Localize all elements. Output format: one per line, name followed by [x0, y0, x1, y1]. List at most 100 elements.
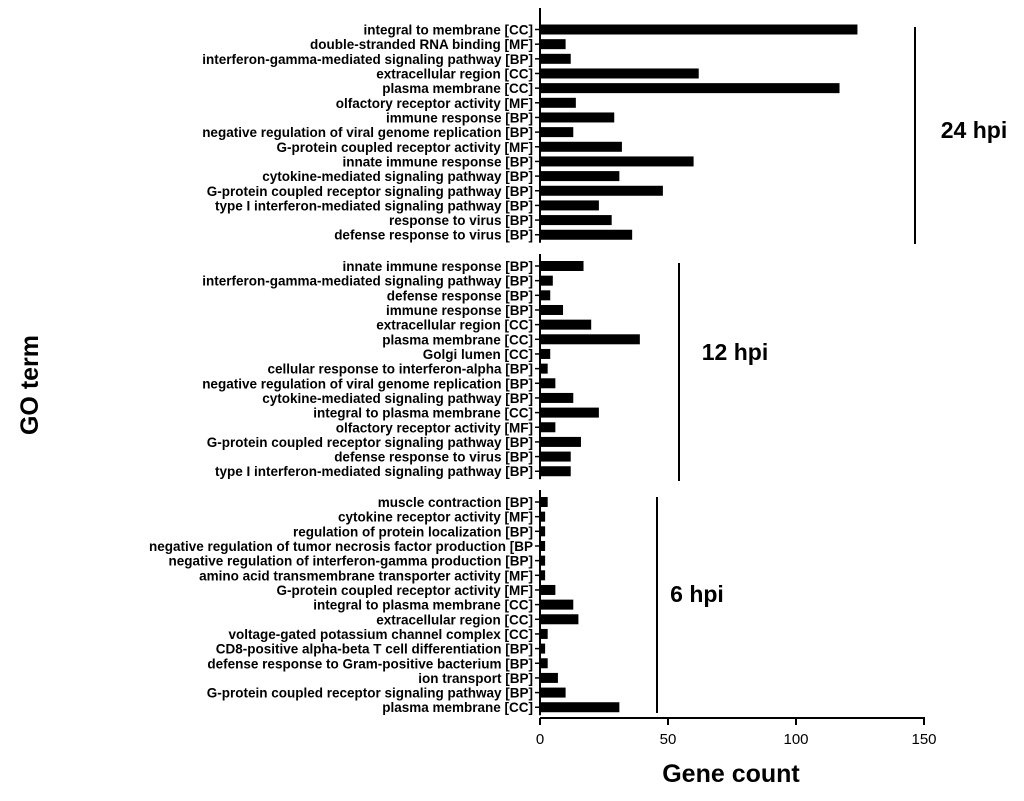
category-label: defense response to virus [BP] — [334, 228, 533, 243]
bar — [540, 378, 556, 389]
bar — [540, 658, 548, 669]
category-label: immune response [BP] — [386, 110, 533, 125]
category-label: G-protein coupled receptor signaling pat… — [207, 184, 533, 199]
category-label: cytokine-mediated signaling pathway [BP] — [262, 391, 533, 406]
category-label: cytokine receptor activity [MF] — [338, 510, 533, 525]
bar — [540, 702, 620, 713]
category-label: defense response to virus [BP] — [334, 450, 533, 465]
bar — [540, 392, 574, 403]
bar — [540, 614, 579, 625]
bar — [540, 304, 564, 315]
bar — [540, 687, 566, 698]
x-tick-label: 150 — [911, 731, 936, 748]
category-label: olfactory receptor activity [MF] — [336, 96, 533, 111]
bar — [540, 290, 551, 301]
category-label: interferon-gamma-mediated signaling path… — [202, 52, 533, 67]
category-label: double-stranded RNA binding [MF] — [310, 37, 533, 52]
category-label: extracellular region [CC] — [376, 612, 533, 627]
category-label: olfactory receptor activity [MF] — [336, 420, 533, 435]
bar — [540, 466, 571, 477]
bar — [540, 511, 546, 522]
x-tick-label: 100 — [783, 731, 808, 748]
bar — [540, 112, 615, 123]
category-label: type I interferon-mediated signaling pat… — [215, 198, 533, 213]
category-label: innate immune response [BP] — [342, 259, 533, 274]
bar — [540, 261, 584, 271]
bar — [540, 643, 546, 654]
category-label: defense response to Gram-positive bacter… — [207, 656, 533, 671]
category-label: G-protein coupled receptor signaling pat… — [207, 435, 533, 450]
group-label: 24 hpi — [941, 117, 1007, 143]
bar — [540, 407, 599, 418]
category-label: immune response [BP] — [386, 303, 533, 318]
bar — [540, 555, 546, 566]
bar — [540, 185, 663, 196]
bar — [540, 672, 558, 683]
category-label: ion transport [BP] — [418, 671, 533, 686]
category-label: extracellular region [CC] — [376, 66, 533, 81]
category-label: G-protein coupled receptor signaling pat… — [207, 686, 533, 701]
category-label: Golgi lumen [CC] — [423, 347, 533, 362]
group-brackets: 24 hpi 12 hpi 6 hpi — [656, 27, 1007, 713]
category-label: plasma membrane [CC] — [382, 332, 533, 347]
bar — [540, 599, 574, 610]
bar — [540, 215, 612, 226]
category-label: G-protein coupled receptor activity [MF] — [276, 140, 533, 155]
bar — [540, 348, 551, 359]
category-label: G-protein coupled receptor activity [MF] — [276, 583, 533, 598]
category-label: innate immune response [BP] — [342, 154, 533, 169]
category-label: integral to plasma membrane [CC] — [313, 598, 533, 613]
bar — [540, 540, 546, 551]
y-axis — [535, 8, 541, 716]
bar — [540, 319, 592, 330]
x-axis: 0 50 100 150 — [536, 717, 937, 748]
x-tick-label: 50 — [660, 731, 677, 748]
bar — [540, 451, 571, 462]
category-label: voltage-gated potassium channel complex … — [228, 627, 533, 642]
category-label: plasma membrane [CC] — [382, 81, 533, 96]
category-label: regulation of protein localization [BP] — [293, 524, 533, 539]
category-labels: integral to membrane [CC]double-stranded… — [149, 23, 533, 716]
category-label: defense response [BP] — [387, 288, 533, 303]
bar — [540, 628, 548, 639]
bars — [540, 24, 858, 713]
group-label: 12 hpi — [702, 339, 768, 365]
bar — [540, 68, 699, 79]
bar — [540, 53, 571, 64]
y-axis-title: GO term — [16, 335, 44, 435]
bar — [540, 526, 546, 537]
category-label: negative regulation of viral genome repl… — [202, 125, 533, 140]
bar — [540, 127, 574, 138]
bar — [540, 334, 640, 345]
bar — [540, 156, 694, 167]
bar — [540, 570, 546, 581]
bar — [540, 141, 622, 152]
bar — [540, 229, 633, 240]
group-label: 6 hpi — [670, 581, 724, 607]
category-label: negative regulation of interferon-gamma … — [168, 554, 533, 569]
category-label: extracellular region [CC] — [376, 318, 533, 333]
bar — [540, 275, 553, 286]
x-tick-label: 0 — [536, 731, 544, 748]
category-label: muscle contraction [BP] — [378, 495, 533, 510]
bar — [540, 584, 556, 595]
bar — [540, 363, 548, 374]
bar — [540, 436, 581, 447]
x-axis-title: Gene count — [662, 760, 800, 788]
bar — [540, 97, 576, 108]
category-label: response to virus [BP] — [389, 213, 533, 228]
bar — [540, 83, 840, 94]
bar — [540, 200, 599, 211]
category-label: cellular response to interferon-alpha [B… — [267, 362, 533, 377]
category-label: plasma membrane [CC] — [382, 700, 533, 715]
category-label: interferon-gamma-mediated signaling path… — [202, 274, 533, 289]
category-label: amino acid transmembrane transporter act… — [199, 568, 533, 583]
bar — [540, 497, 548, 507]
bar — [540, 422, 556, 433]
category-label: CD8-positive alpha-beta T cell different… — [216, 642, 533, 657]
bar — [540, 24, 858, 35]
category-label: cytokine-mediated signaling pathway [BP] — [262, 169, 533, 184]
category-label: negative regulation of tumor necrosis fa… — [149, 539, 533, 554]
bar — [540, 171, 620, 182]
